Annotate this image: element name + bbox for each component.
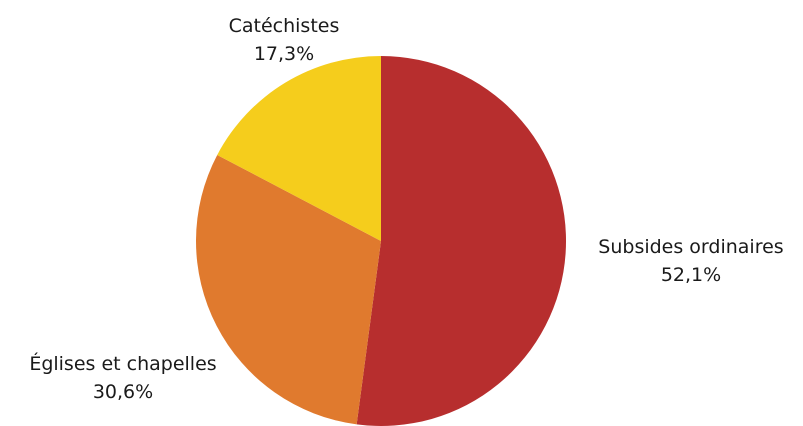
pie-slice-eglises-et-chapelles xyxy=(196,154,381,425)
slice-label-catechistes: Catéchistes xyxy=(229,15,340,37)
pie-slice-subsides-ordinaires xyxy=(356,56,567,426)
slice-value-catechistes: 17,3% xyxy=(254,43,314,65)
slice-value-subsides-ordinaires: 52,1% xyxy=(661,264,721,286)
slice-label-eglises-et-chapelles: Églises et chapelles xyxy=(29,352,216,375)
pie-slices xyxy=(196,56,567,426)
slice-value-eglises-et-chapelles: 30,6% xyxy=(93,381,153,403)
slice-label-subsides-ordinaires: Subsides ordinaires xyxy=(598,236,783,258)
pie-slice-catechistes xyxy=(217,56,381,241)
